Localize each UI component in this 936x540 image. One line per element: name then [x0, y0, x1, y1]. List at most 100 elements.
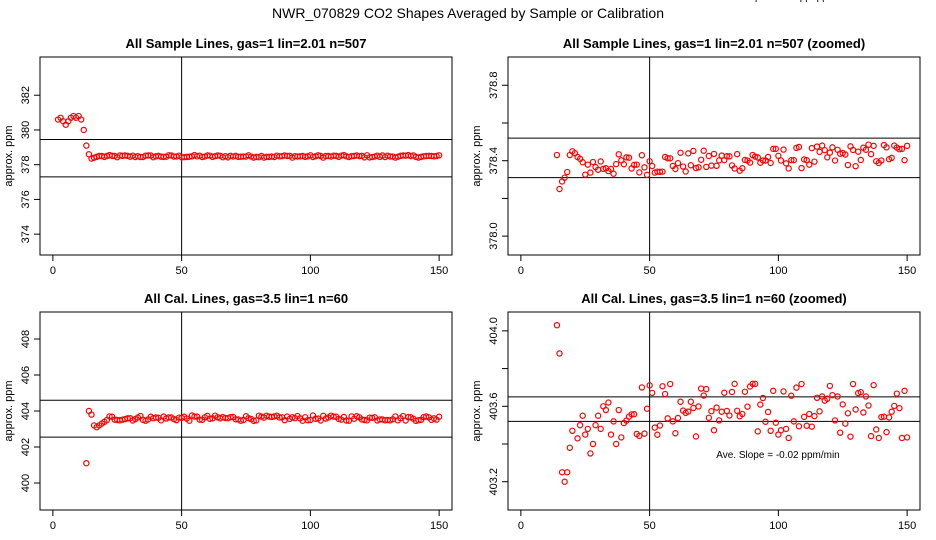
- data-point: [594, 412, 602, 419]
- data-point: [764, 408, 772, 416]
- data-point: [250, 417, 257, 425]
- data-point: [690, 147, 697, 155]
- data-point: [739, 410, 746, 418]
- data-point: [83, 460, 90, 467]
- data-point: [646, 382, 653, 389]
- data-point: [124, 415, 131, 422]
- data-point: [651, 424, 658, 431]
- x-tick-label: 100: [301, 520, 319, 532]
- data-point: [860, 409, 867, 416]
- data-point: [811, 412, 818, 420]
- data-point: [759, 394, 767, 402]
- data-point: [780, 388, 787, 395]
- y-tick-label: 400: [20, 474, 32, 492]
- annotation-text: Ave. Slope = -0.02 ppm/min: [716, 450, 840, 461]
- data-point: [605, 399, 612, 406]
- x-tick-label: 50: [176, 265, 188, 277]
- data-point: [798, 164, 805, 172]
- y-tick-label: 404.0: [488, 317, 500, 345]
- data-point: [641, 430, 648, 437]
- data-point: [867, 150, 875, 158]
- data-point: [579, 412, 586, 419]
- data-point: [643, 171, 651, 179]
- data-point: [343, 417, 350, 424]
- data-point: [741, 388, 749, 395]
- data-point: [656, 168, 664, 176]
- data-point: [793, 384, 800, 391]
- data-point: [561, 174, 568, 181]
- data-point: [674, 159, 682, 167]
- x-tick-label: 0: [50, 520, 56, 532]
- data-point: [656, 422, 664, 429]
- data-point: [901, 387, 908, 395]
- y-tick-label: 408: [20, 330, 32, 348]
- data-point: [790, 156, 798, 164]
- data-point: [607, 165, 615, 173]
- data-point: [553, 322, 561, 329]
- data-point: [898, 145, 906, 153]
- data-point: [898, 434, 906, 442]
- data-point: [888, 408, 895, 415]
- y-axis-label: approx. ppm: [3, 380, 15, 441]
- x-tick-label: 150: [898, 265, 916, 277]
- data-point: [816, 408, 823, 415]
- data-point: [415, 416, 422, 424]
- data-point: [610, 418, 617, 425]
- x-tick-label: 150: [430, 265, 448, 277]
- data-point: [775, 152, 782, 160]
- data-point: [685, 408, 692, 415]
- data-point: [795, 143, 803, 151]
- data-point: [556, 185, 563, 193]
- data-point: [587, 450, 594, 457]
- data-point: [870, 142, 877, 150]
- data-point: [759, 157, 767, 164]
- data-point: [330, 413, 337, 420]
- chart-panel-2: All Sample Lines, gas=1 lin=2.01 n=507 (…: [471, 0, 921, 277]
- data-point: [795, 423, 803, 430]
- data-point: [574, 435, 581, 442]
- data-point: [852, 406, 859, 413]
- data-point: [842, 420, 849, 427]
- x-tick-label: 0: [518, 265, 524, 277]
- data-point: [196, 416, 203, 423]
- chart-panel-4: All Cal. Lines, gas=3.5 lin=1 n=60 (zoom…: [471, 291, 921, 532]
- data-point: [811, 158, 818, 165]
- data-point: [733, 150, 741, 158]
- data-point: [782, 160, 790, 167]
- data-point: [873, 426, 880, 433]
- data-point: [806, 161, 813, 168]
- data-point: [757, 401, 764, 408]
- x-tick-label: 50: [644, 265, 656, 277]
- data-point: [813, 143, 821, 150]
- data-point: [857, 388, 864, 396]
- data-point: [718, 408, 725, 415]
- data-point: [857, 156, 864, 164]
- data-point: [739, 165, 746, 172]
- data-point: [733, 407, 741, 415]
- y-tick-label: 404: [20, 402, 32, 420]
- data-point: [785, 434, 792, 442]
- data-point: [623, 154, 630, 161]
- data-point: [690, 404, 697, 412]
- data-point: [870, 381, 877, 389]
- data-point: [849, 380, 857, 388]
- data-point: [710, 150, 718, 158]
- data-point: [677, 398, 684, 405]
- data-point: [744, 403, 751, 410]
- data-point: [721, 389, 728, 396]
- y-tick-label: 382: [20, 86, 32, 104]
- data-point: [770, 145, 777, 153]
- data-point: [700, 392, 707, 399]
- data-point: [703, 385, 710, 393]
- data-point: [597, 425, 604, 433]
- data-point: [803, 156, 810, 164]
- data-point: [852, 162, 859, 170]
- data-point: [834, 393, 841, 400]
- data-point: [785, 165, 792, 172]
- data-point: [672, 430, 679, 437]
- data-point: [713, 404, 720, 411]
- data-point: [726, 412, 733, 419]
- data-point: [790, 418, 798, 425]
- x-tick-label: 150: [430, 520, 448, 532]
